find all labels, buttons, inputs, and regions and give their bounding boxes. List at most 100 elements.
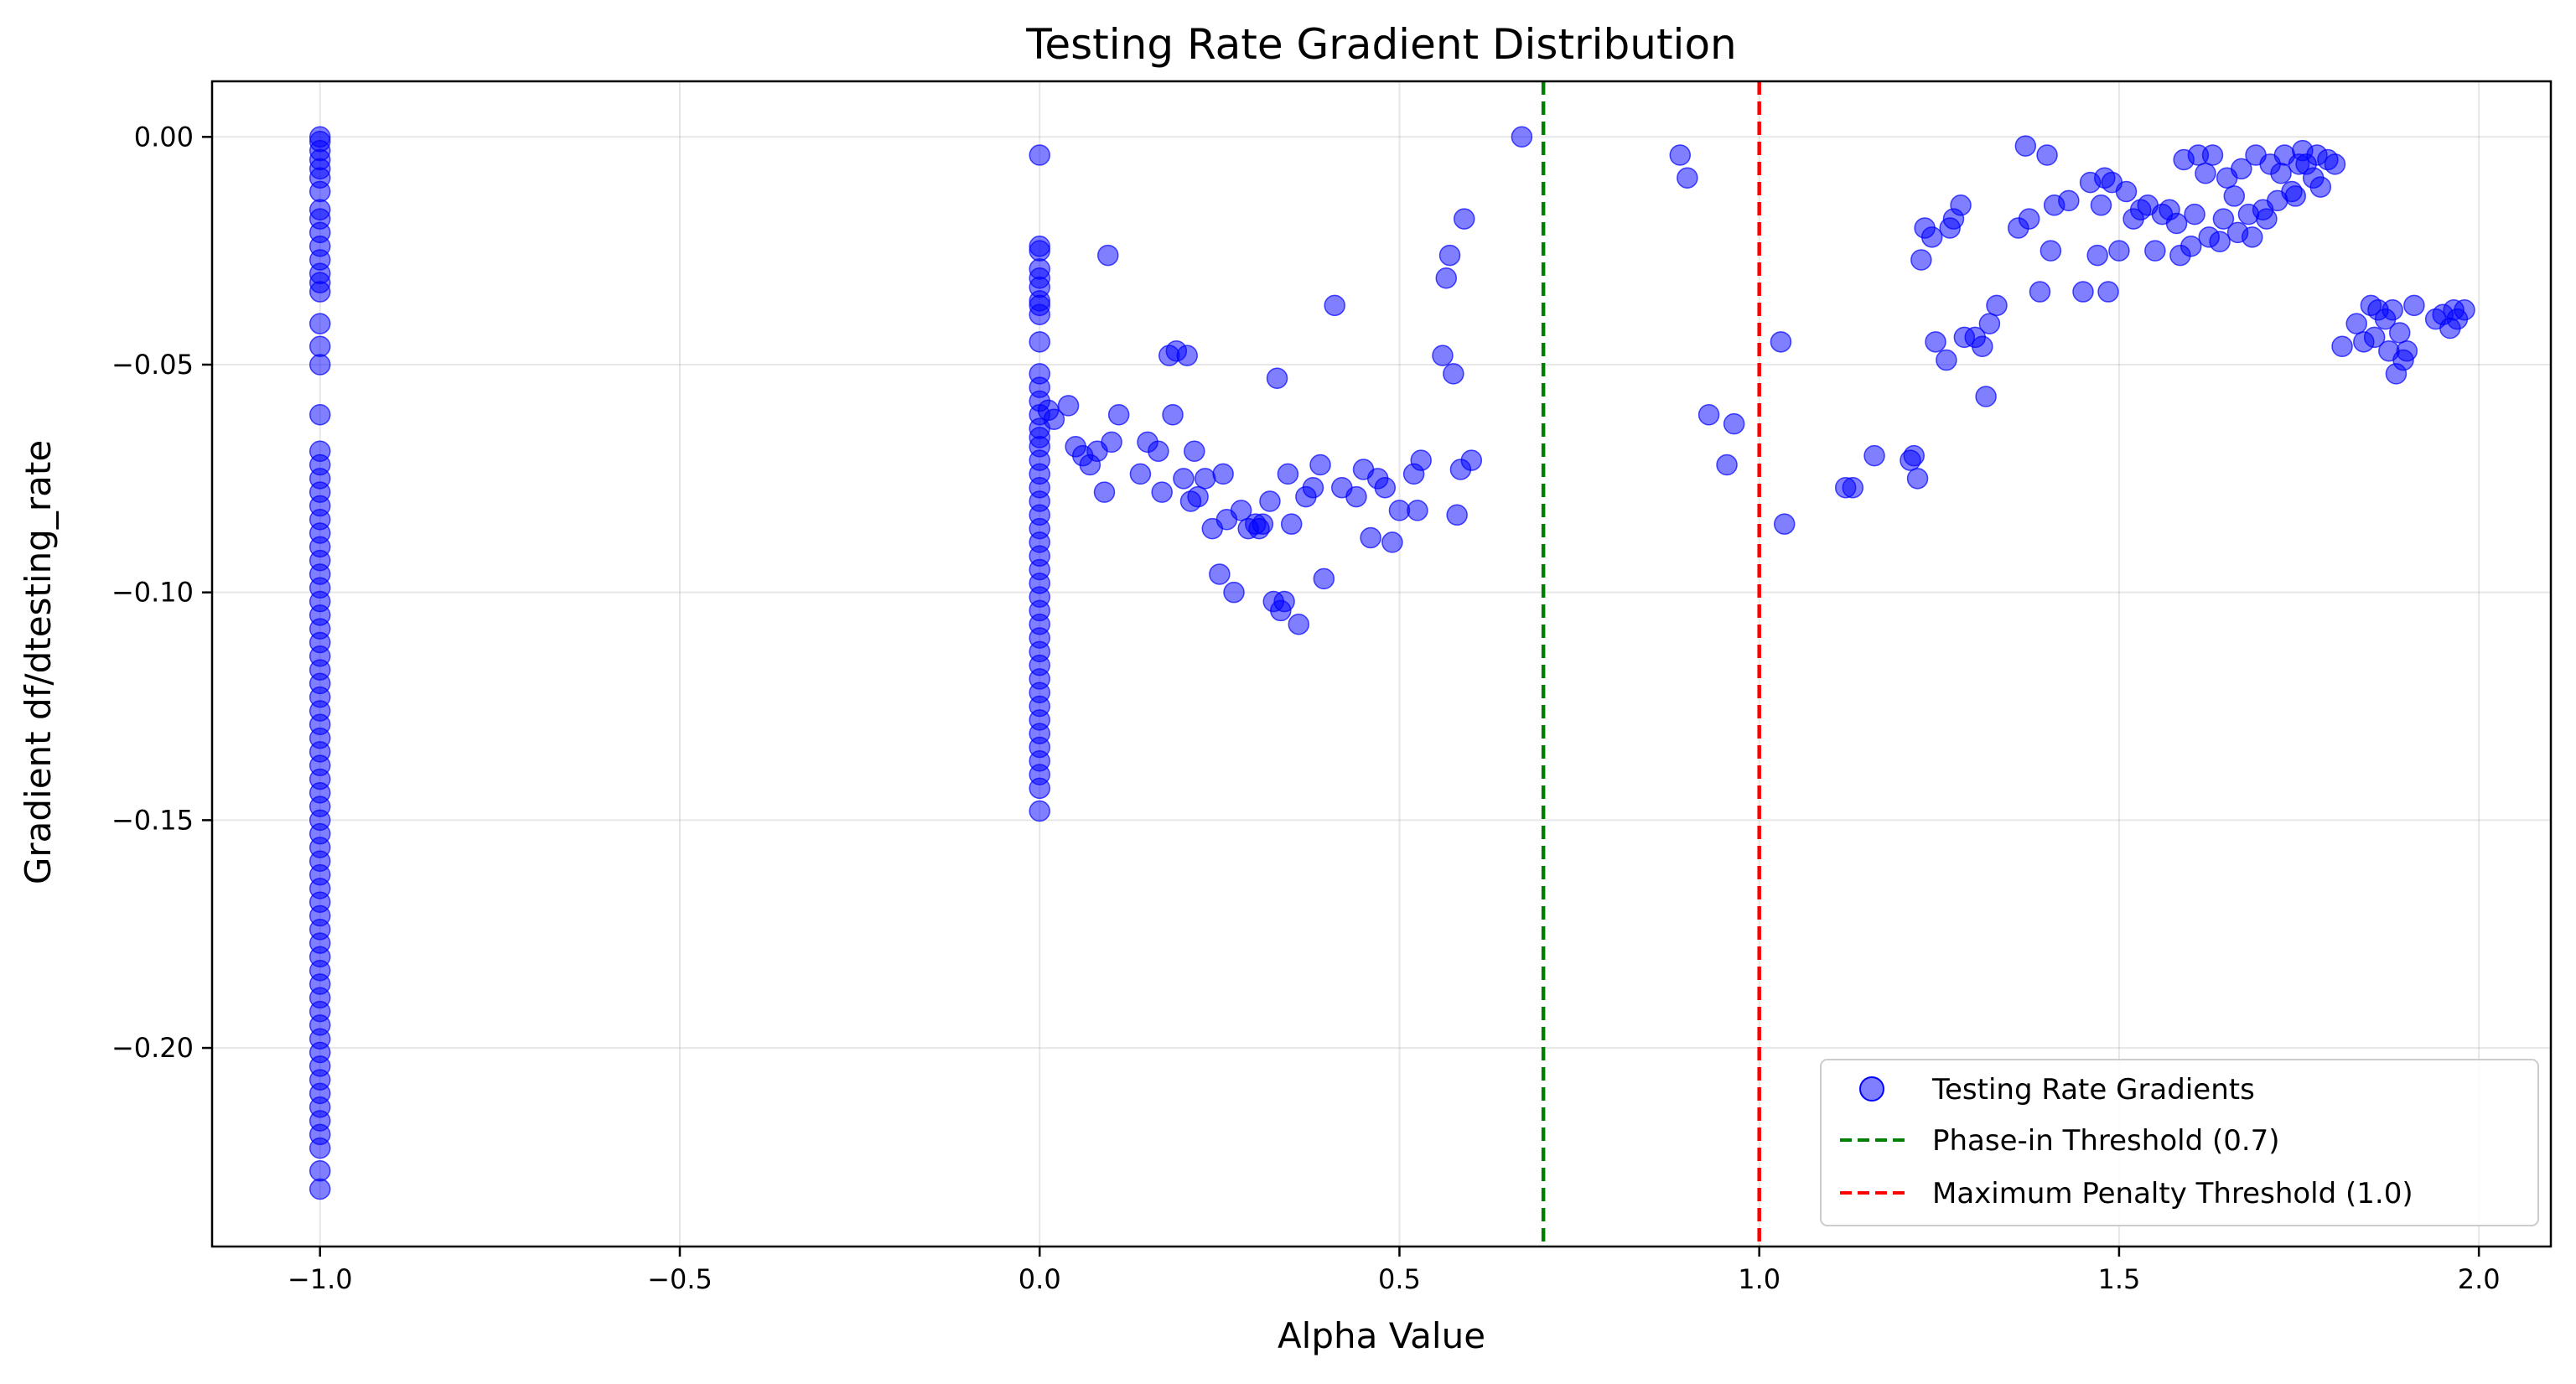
legend: Testing Rate Gradients Phase-in Threshol…: [1820, 1059, 2539, 1226]
x-tick-label: 0.5: [1378, 1263, 1421, 1295]
scatter-point: [1972, 335, 1993, 358]
x-tick-label: 2.0: [2458, 1263, 2501, 1295]
scatter-point: [1723, 412, 1745, 435]
scatter-point: [1906, 468, 1929, 490]
chart-title: Testing Rate Gradient Distribution: [1025, 20, 1736, 69]
scatter-point: [2029, 281, 2051, 303]
scatter-point: [2223, 185, 2246, 207]
scatter-point: [1360, 526, 1381, 549]
scatter-point: [1029, 303, 1050, 325]
scatter-point: [2108, 240, 2130, 262]
scatter-point: [2241, 226, 2263, 248]
scatter-point: [2115, 180, 2138, 203]
scatter-point: [1388, 500, 1411, 521]
scatter-point: [2036, 144, 2058, 166]
scatter-point: [309, 335, 331, 358]
scatter-point: [1302, 476, 1324, 499]
scatter-point: [2014, 135, 2037, 157]
scatter-point: [1288, 613, 1310, 635]
y-axis-title: Gradient df/dtesting_rate: [18, 440, 59, 884]
scatter-point: [309, 354, 331, 376]
scatter-point: [1903, 444, 1926, 467]
scatter-point: [1381, 531, 1403, 553]
scatter-point: [1097, 244, 1119, 267]
scatter-point: [309, 1160, 331, 1182]
scatter-point: [1920, 226, 1943, 248]
scatter-point: [1151, 481, 1173, 503]
scatter-point: [2018, 208, 2040, 230]
scatter-point: [1936, 349, 1957, 371]
scatter-point: [1029, 331, 1050, 353]
scatter-point: [1910, 249, 1932, 271]
scatter-point: [1925, 331, 1946, 353]
scatter-point: [1209, 563, 1231, 585]
scatter-point: [2040, 240, 2062, 262]
scatter-point: [2180, 235, 2202, 257]
scatter-point: [1107, 404, 1130, 426]
scatter-point: [2086, 244, 2108, 267]
scatter-point: [1511, 126, 1533, 148]
scatter-point: [309, 313, 331, 334]
scatter-point: [1162, 404, 1184, 426]
y-tick-label: −0.15: [111, 804, 194, 836]
scatter-point: [2388, 322, 2411, 344]
plot-frame: [210, 80, 2553, 1248]
legend-box: [1820, 1059, 2539, 1226]
scatter-point: [1410, 449, 1432, 471]
scatter-point: [1975, 386, 1997, 407]
scatter-point: [1863, 444, 1885, 467]
scatter-point: [1101, 431, 1122, 454]
x-axis-title: Alpha Value: [1278, 1315, 1485, 1356]
y-tick-label: −0.20: [111, 1032, 194, 1064]
scatter-point: [2097, 281, 2119, 303]
scatter-point: [309, 1178, 331, 1200]
scatter-point: [1277, 463, 1299, 485]
scatter-point: [1669, 144, 1692, 166]
scatter-point: [2072, 281, 2094, 303]
scatter-point: [1374, 476, 1397, 499]
y-tick-label: −0.05: [111, 349, 194, 381]
scatter-point: [1842, 476, 1864, 499]
scatter-point: [1129, 463, 1152, 485]
scatter-point: [1230, 500, 1252, 521]
scatter-point: [2345, 313, 2367, 334]
plot-area: [309, 81, 2475, 1247]
scatter-point: [1773, 513, 1796, 535]
scatter-point: [2363, 326, 2386, 349]
scatter-point: [1716, 454, 1738, 476]
scatter-point: [2382, 299, 2403, 321]
scatter-point: [2454, 299, 2475, 321]
scatter-point: [1313, 568, 1335, 590]
legend-label-max-penalty: Maximum Penalty Threshold (1.0): [1932, 1177, 2413, 1210]
scatter-point: [2058, 189, 2080, 212]
scatter-point: [1266, 367, 1288, 390]
scatter-point: [2209, 231, 2231, 253]
scatter-point: [2144, 240, 2166, 262]
scatter-point: [1057, 395, 1080, 417]
y-axis-ticks: 0.00 −0.05 −0.10 −0.15 −0.20: [111, 121, 212, 1064]
legend-marker-scatter: [1859, 1076, 1884, 1101]
scatter-point: [2184, 203, 2205, 225]
scatter-point: [1194, 468, 1216, 490]
scatter-point: [1252, 513, 1274, 535]
scatter-point: [1280, 513, 1303, 535]
scatter-point: [1438, 244, 1461, 267]
scatter-point: [1029, 777, 1050, 800]
scatter-point: [2195, 163, 2216, 184]
scatter-point: [1148, 440, 1169, 462]
scatter-point: [1173, 468, 1195, 490]
scatter-point: [1453, 208, 1475, 230]
legend-label-phase-in: Phase-in Threshold (0.7): [1932, 1124, 2280, 1158]
scatter-point: [1446, 504, 1468, 526]
scatter-point: [1950, 194, 1972, 216]
scatter-point: [2201, 144, 2224, 166]
scatter-point: [2309, 176, 2332, 198]
scatter-point: [1986, 294, 2008, 317]
scatter-point: [1259, 490, 1281, 512]
scatter-point: [1345, 485, 1367, 508]
scatter-point: [1460, 449, 1483, 471]
scatter-point: [1223, 581, 1245, 604]
scatter-point: [309, 404, 331, 426]
scatter-point: [1184, 440, 1205, 462]
